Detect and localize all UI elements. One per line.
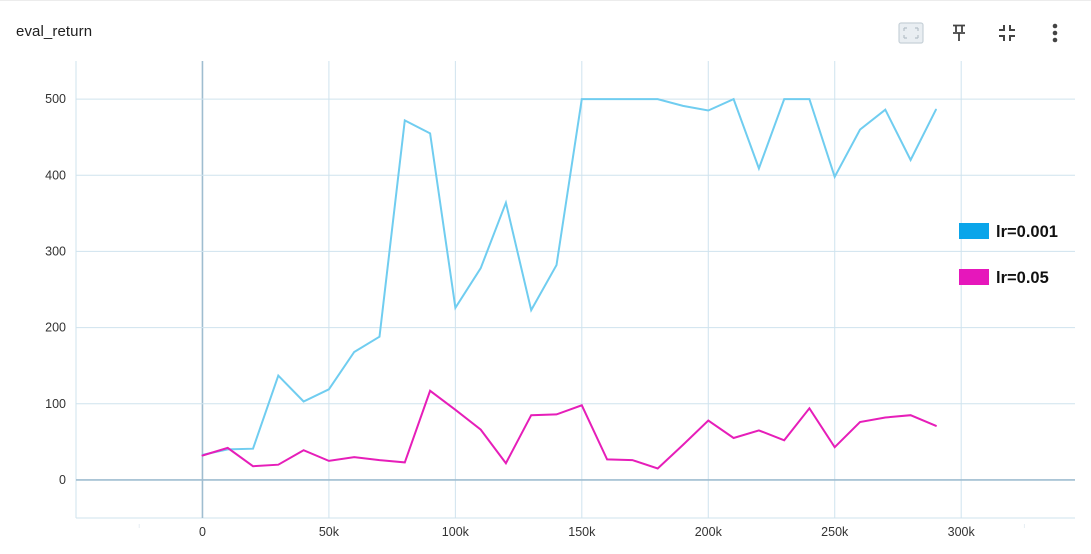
pin-icon [951,24,967,42]
collapse-button[interactable] [983,19,1031,47]
y-tick-label: 500 [45,92,66,106]
fit-to-data-icon [898,22,924,44]
x-tick-label: 200k [695,525,723,539]
x-tick-label: 100k [442,525,470,539]
x-tick-label: 0 [199,525,206,539]
more-vert-icon [1052,23,1058,43]
series-line-lr-0-05[interactable] [201,389,937,470]
y-tick-label: 0 [59,473,66,487]
legend-label: lr=0.001 [996,223,1058,241]
y-tick-label: 400 [45,168,66,182]
collapse-icon [998,24,1016,42]
y-tick-label: 300 [45,244,66,258]
y-tick-label: 200 [45,321,66,335]
fit-to-data-button[interactable] [887,19,935,47]
card-toolbar [887,19,1079,47]
more-options-button[interactable] [1031,19,1079,47]
legend-label: lr=0.05 [996,269,1049,287]
series-line-lr-0-001[interactable] [201,97,937,456]
pin-button[interactable] [935,19,983,47]
legend-swatch [959,223,989,239]
legend-swatch [959,269,989,285]
x-tick-label: 50k [319,525,340,539]
card-header: eval_return [0,1,1091,61]
chart-title: eval_return [16,23,93,40]
x-tick-label: 300k [948,525,976,539]
x-tick-label: 250k [821,525,849,539]
y-tick-label: 100 [45,397,66,411]
x-tick-label: 150k [568,525,596,539]
